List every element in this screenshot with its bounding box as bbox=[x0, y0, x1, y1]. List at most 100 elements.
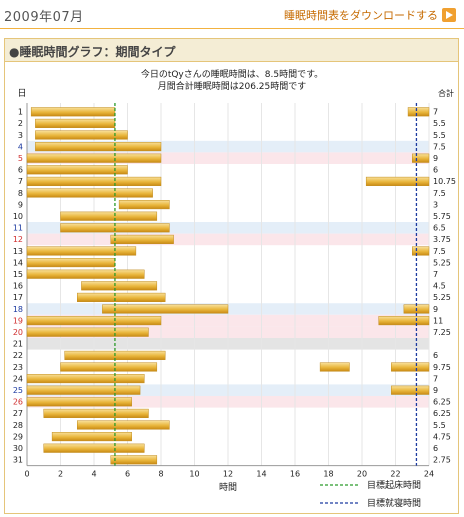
sleep-bar bbox=[378, 316, 430, 326]
day-label: 5 bbox=[18, 154, 23, 163]
day-label: 28 bbox=[13, 421, 23, 430]
total-value: 5.5 bbox=[433, 421, 446, 430]
divider bbox=[0, 28, 464, 29]
sleep-bar bbox=[26, 188, 153, 198]
sleep-bar bbox=[43, 443, 145, 453]
sleep-bar bbox=[77, 420, 170, 430]
x-axis-label: 時間 bbox=[219, 482, 237, 493]
panel-title: ●睡眠時間グラフ：期間タイプ bbox=[9, 45, 176, 59]
total-value: 7.5 bbox=[433, 189, 446, 198]
sleep-bar bbox=[407, 107, 430, 117]
sleep-bar bbox=[412, 153, 430, 163]
total-value: 6 bbox=[433, 444, 438, 453]
day-label: 29 bbox=[13, 432, 23, 441]
total-value: 3 bbox=[433, 200, 438, 209]
sleep-bar bbox=[35, 142, 162, 152]
summary-line-2: 月間合計睡眠時間は206.25時間です bbox=[158, 80, 307, 92]
x-tick-label: 12 bbox=[223, 470, 233, 479]
sleep-bar bbox=[35, 118, 116, 128]
y-axis-label: 日 bbox=[17, 88, 26, 99]
total-value: 11 bbox=[433, 316, 443, 325]
total-value: 6.25 bbox=[433, 398, 451, 407]
sleep-bar bbox=[43, 408, 149, 418]
total-value: 6.5 bbox=[433, 224, 446, 233]
sleep-bar bbox=[60, 211, 158, 221]
sleep-bar bbox=[391, 385, 430, 395]
day-label: 12 bbox=[13, 235, 23, 244]
day-label: 24 bbox=[13, 374, 23, 383]
day-label: 13 bbox=[13, 247, 23, 256]
day-label: 6 bbox=[18, 166, 23, 175]
total-value: 10.75 bbox=[433, 177, 456, 186]
x-tick-label: 8 bbox=[158, 470, 163, 479]
sleep-bar bbox=[412, 246, 430, 256]
day-label: 25 bbox=[13, 386, 23, 395]
day-label: 31 bbox=[13, 456, 23, 465]
total-value: 5.5 bbox=[433, 119, 446, 128]
total-value: 6 bbox=[433, 351, 438, 360]
x-tick-label: 20 bbox=[357, 470, 367, 479]
sleep-bar bbox=[35, 130, 128, 140]
sleep-bar bbox=[365, 176, 430, 186]
total-value: 2.75 bbox=[433, 456, 451, 465]
total-value: 3.75 bbox=[433, 235, 451, 244]
day-label: 9 bbox=[18, 200, 23, 209]
sleep-bar bbox=[26, 165, 128, 175]
day-label: 8 bbox=[18, 189, 23, 198]
x-tick-label: 0 bbox=[24, 470, 29, 479]
x-tick-label: 2 bbox=[58, 470, 63, 479]
total-value: 5.25 bbox=[433, 293, 451, 302]
sleep-bar bbox=[391, 362, 430, 372]
sleep-bar bbox=[60, 362, 158, 372]
sleep-bar bbox=[319, 362, 350, 372]
sleep-bar bbox=[110, 455, 158, 465]
x-tick-label: 4 bbox=[91, 470, 96, 479]
total-value: 7.5 bbox=[433, 247, 446, 256]
total-label: 合計 bbox=[438, 88, 454, 98]
day-label: 19 bbox=[13, 316, 23, 325]
total-value: 7.25 bbox=[433, 328, 451, 337]
arrow-right-icon bbox=[442, 8, 456, 22]
sleep-bar bbox=[118, 200, 170, 210]
total-value: 7 bbox=[433, 270, 438, 279]
total-value: 4.75 bbox=[433, 432, 451, 441]
day-label: 20 bbox=[13, 328, 23, 337]
total-value: 7 bbox=[433, 374, 438, 383]
day-label: 30 bbox=[13, 444, 23, 453]
day-label: 18 bbox=[13, 305, 23, 314]
sleep-bar bbox=[102, 304, 229, 314]
x-tick-label: 18 bbox=[323, 470, 333, 479]
x-tick-label: 22 bbox=[390, 470, 400, 479]
sleep-bar bbox=[26, 374, 145, 384]
x-tick-label: 6 bbox=[125, 470, 130, 479]
legend-wake-label: 目標起床時間 bbox=[367, 479, 421, 491]
day-label: 2 bbox=[18, 119, 23, 128]
day-label: 22 bbox=[13, 351, 23, 360]
total-value: 6.25 bbox=[433, 409, 451, 418]
sleep-bar bbox=[110, 234, 174, 244]
total-value: 7 bbox=[433, 108, 438, 117]
total-value: 5.75 bbox=[433, 212, 451, 221]
x-tick-label: 24 bbox=[424, 470, 434, 479]
day-label: 3 bbox=[18, 131, 23, 140]
day-label: 10 bbox=[13, 212, 23, 221]
sleep-bar bbox=[26, 153, 162, 163]
month-title: 2009年07月 bbox=[4, 10, 84, 25]
summary-line-1: 今日のtQyさんの睡眠時間は、8.5時間です。 bbox=[141, 68, 323, 80]
day-label: 1 bbox=[18, 108, 23, 117]
day-label: 27 bbox=[13, 409, 23, 418]
sleep-bar bbox=[26, 176, 162, 186]
total-value: 9 bbox=[433, 386, 438, 395]
x-tick-label: 10 bbox=[189, 470, 199, 479]
day-label: 23 bbox=[13, 363, 23, 372]
sleep-bar bbox=[26, 397, 132, 407]
download-link[interactable]: 睡眠時間表をダウンロードする bbox=[284, 7, 456, 23]
download-label[interactable]: 睡眠時間表をダウンロードする bbox=[284, 9, 438, 22]
day-label: 16 bbox=[13, 282, 23, 291]
legend-sleep-label: 目標就寝時間 bbox=[367, 497, 421, 509]
sleep-bar bbox=[26, 269, 145, 279]
day-label: 21 bbox=[13, 340, 23, 349]
x-tick-label: 16 bbox=[290, 470, 300, 479]
day-label: 4 bbox=[18, 142, 23, 151]
sleep-bar bbox=[26, 316, 162, 326]
